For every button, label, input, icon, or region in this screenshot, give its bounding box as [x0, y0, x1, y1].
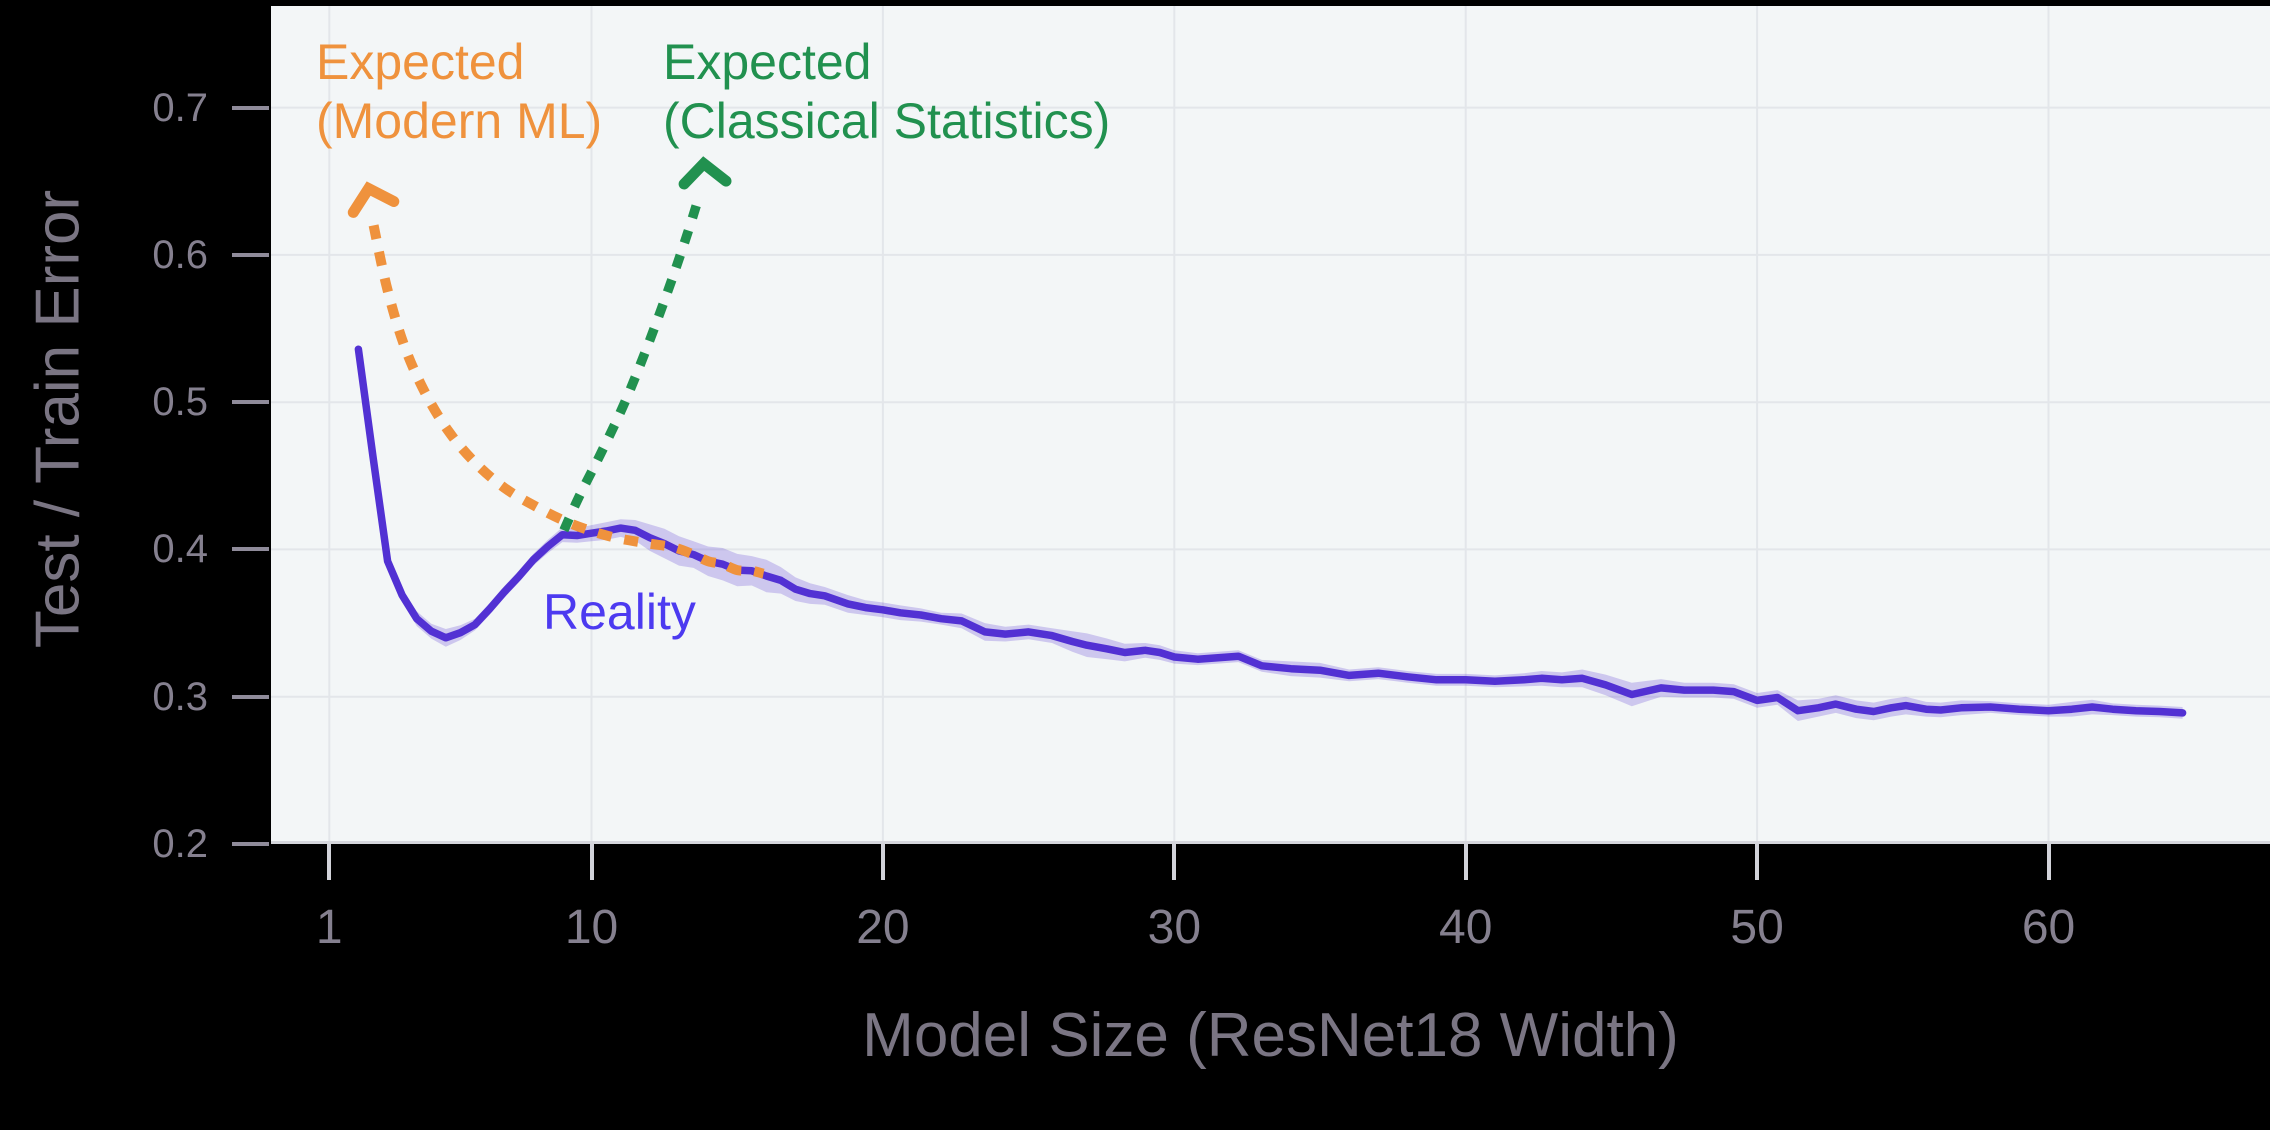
x-axis-line	[271, 841, 2270, 844]
annotation-expected-classical-statistics-line1: Expected	[663, 34, 872, 90]
annotation-expected-modern-ml-line2: (Modern ML)	[316, 93, 603, 149]
x-tick-mark	[589, 844, 594, 880]
annotation-reality: Reality	[543, 584, 696, 640]
x-tick-label: 40	[1439, 901, 1493, 954]
x-tick-label: 10	[564, 901, 619, 954]
y-tick-mark	[232, 252, 269, 257]
annotation-expected-classical-statistics-line2: (Classical Statistics)	[663, 93, 1111, 149]
x-tick-label: 20	[856, 901, 910, 954]
expected-classical-statistics-arrowhead-icon	[678, 156, 732, 190]
y-tick-label: 0.4	[152, 527, 208, 572]
x-tick-label: 50	[1730, 901, 1784, 954]
y-tick-label: 0.3	[152, 674, 208, 719]
y-tick-label: 0.2	[152, 822, 208, 866]
y-tick-label: 0.6	[152, 232, 208, 277]
x-tick-mark	[1755, 844, 1760, 880]
expected-modern-ml-arrowhead-icon	[347, 181, 400, 218]
x-axis-title: Model Size (ResNet18 Width)	[862, 1001, 1679, 1070]
x-tick-label: 60	[2021, 901, 2076, 954]
x-tick-mark	[1463, 844, 1468, 880]
y-tick-mark	[232, 105, 269, 110]
x-tick-mark	[327, 844, 332, 880]
x-tick-label: 30	[1147, 901, 1202, 954]
annotation-expected-modern-ml: Expected (Modern ML)	[316, 33, 602, 151]
x-tick-mark	[880, 844, 885, 880]
expected-classical-statistics-dashed-curve	[559, 193, 704, 533]
reality-line	[354, 345, 2187, 717]
expected-modern-ml-dashed-curve	[368, 224, 765, 579]
chart-svg	[271, 6, 2270, 844]
y-tick-mark	[232, 694, 269, 699]
annotation-expected-modern-ml-line1: Expected	[316, 34, 525, 90]
y-tick-label: 0.7	[152, 85, 208, 130]
y-tick-mark	[232, 400, 269, 405]
x-tick-mark	[1172, 844, 1177, 880]
annotation-expected-classical-statistics: Expected (Classical Statistics)	[663, 33, 1110, 151]
x-tick-label: 1	[315, 901, 343, 954]
y-tick-label: 0.5	[152, 380, 208, 425]
plot-area: Expected (Modern ML) Expected (Classical…	[271, 6, 2270, 844]
x-tick-mark	[2046, 844, 2051, 880]
y-tick-mark	[232, 842, 269, 846]
y-axis-title: Test / Train Error	[23, 189, 93, 649]
y-tick-mark	[232, 547, 269, 552]
